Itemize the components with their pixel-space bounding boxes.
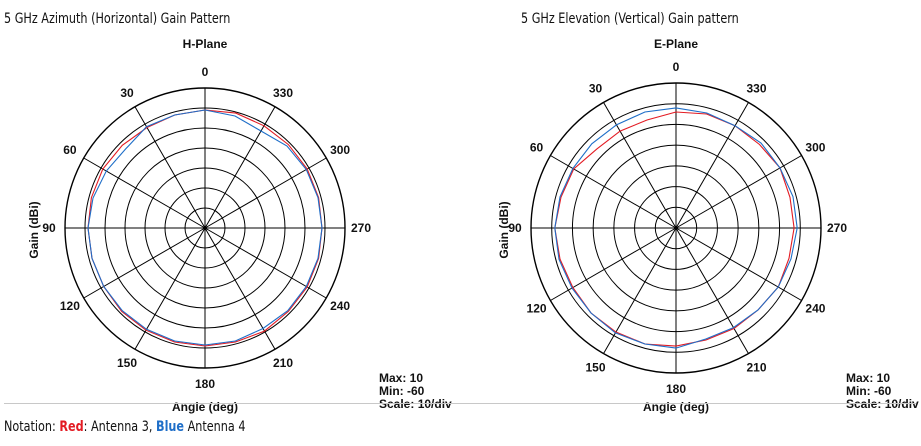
series-red-line <box>87 109 323 347</box>
notation-legend: Notation: Red: Antenna 3, Blue Antenna 4 <box>4 419 245 435</box>
grid-spoke <box>675 155 802 229</box>
h-plane-chart: H-Plane 0306090120150180210240270300330 … <box>27 37 452 414</box>
grid-spoke <box>675 102 749 229</box>
angle-tick-labels: 0 30 60 90 120 150 180 210 240 270 300 330 <box>508 60 847 396</box>
angle-tick-label: 210 <box>746 360 766 374</box>
e-plane-panel: E-Plane 0 30 60 90 120 150 180 210 240 270 300 330 … <box>461 34 921 418</box>
angle-tick-label: 180 <box>195 377 215 391</box>
angle-tick-label: 150 <box>585 360 605 374</box>
grid-spoke <box>675 227 749 354</box>
azimuth-caption: 5 GHz Azimuth (Horizontal) Gain Pattern <box>4 11 231 27</box>
angle-tick-labels: 0 30 60 90 120 150 180 210 240 270 300 330 <box>42 65 371 391</box>
notation-prefix: Notation: <box>4 419 60 435</box>
angle-tick-label: 0 <box>673 60 680 74</box>
grid-spoke <box>134 106 206 229</box>
e-plane-chart: E-Plane 0306090120150180210240270300330 … <box>497 37 919 414</box>
chart-title: H-Plane <box>183 37 228 51</box>
angle-tick-label: 330 <box>273 86 293 100</box>
h-plane-panel: H-Plane 0 30 60 90 120 150 180 210 240 270 300 330 … <box>0 34 460 418</box>
series-blue-line <box>554 107 798 349</box>
polar-grid <box>530 82 822 374</box>
angle-tick-label: 300 <box>330 143 350 157</box>
angle-tick-label: 270 <box>351 221 371 235</box>
chart-title: E-Plane <box>654 37 698 51</box>
polar-grid <box>64 87 346 369</box>
angle-tick-label: 120 <box>60 299 80 313</box>
min-label: Min: -60 <box>846 384 892 398</box>
angle-tick-label: 60 <box>530 141 544 155</box>
angle-tick-label: 330 <box>746 82 766 96</box>
angle-tick-label: 90 <box>42 221 56 235</box>
grid-spoke <box>83 157 206 229</box>
angle-tick-label: 120 <box>527 302 547 316</box>
grid-spoke <box>83 227 206 299</box>
grid-spoke <box>204 227 276 350</box>
legend-blue-word: Blue <box>156 419 185 435</box>
y-axis-label: Gain (dBi) <box>27 201 41 258</box>
angle-tick-label: 30 <box>589 82 603 96</box>
angle-tick-label: 60 <box>63 143 77 157</box>
angle-tick-label: 300 <box>805 141 825 155</box>
series-layer <box>554 107 798 349</box>
angle-tick-label: 240 <box>330 299 350 313</box>
angle-tick-label: 240 <box>805 302 825 316</box>
grid-spoke <box>134 227 206 350</box>
series-blue-line <box>87 109 323 346</box>
series-layer <box>87 109 323 347</box>
grid-spoke <box>675 227 802 301</box>
elevation-caption: 5 GHz Elevation (Vertical) Gain pattern <box>521 11 739 27</box>
max-label: Max: 10 <box>379 371 423 385</box>
legend-red-word: Red <box>59 419 84 435</box>
y-axis-label: Gain (dBi) <box>497 201 511 258</box>
grid-spoke <box>204 227 327 299</box>
grid-spoke <box>204 106 276 229</box>
angle-tick-label: 270 <box>827 221 847 235</box>
angle-tick-label: 0 <box>202 65 209 79</box>
grid-spoke <box>550 227 677 301</box>
grid-spoke <box>204 157 327 229</box>
grid-spoke <box>550 155 677 229</box>
angle-tick-label: 30 <box>120 86 134 100</box>
angle-tick-label: 210 <box>273 356 293 370</box>
grid-spoke <box>603 227 677 354</box>
divider <box>4 403 916 404</box>
scale-label: Scale: 10/div <box>379 397 452 411</box>
max-label: Max: 10 <box>846 371 890 385</box>
min-label: Min: -60 <box>379 384 425 398</box>
legend-blue-label: Antenna 4 <box>184 419 246 435</box>
angle-tick-label: 90 <box>508 221 522 235</box>
angle-tick-label: 150 <box>117 356 137 370</box>
grid-spoke <box>603 102 677 229</box>
angle-tick-label: 180 <box>666 382 686 396</box>
scale-label: Scale: 10/div <box>846 397 919 411</box>
legend-red-label: : Antenna 3, <box>83 419 157 435</box>
